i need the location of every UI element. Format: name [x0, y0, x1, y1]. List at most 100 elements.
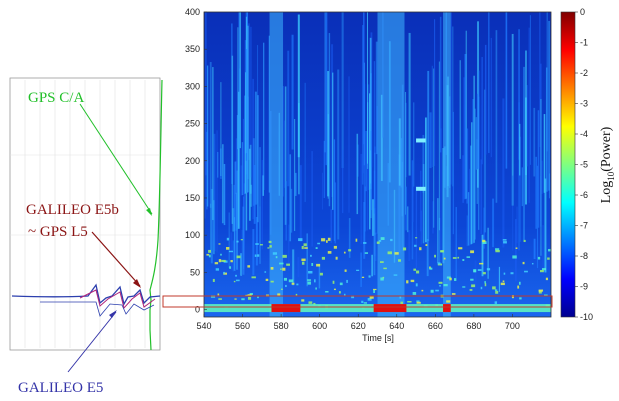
spectrogram-streak [212, 67, 214, 221]
spectrogram-speckle [486, 268, 491, 271]
spectrogram-streak [487, 227, 490, 279]
spectrogram-streak [247, 25, 249, 193]
spectrogram-marks [204, 12, 551, 317]
spectrogram-streak [455, 206, 457, 279]
spectrogram-streak [332, 72, 334, 210]
spectrogram-streak [427, 70, 430, 242]
spectrogram-streak [331, 44, 334, 198]
spectrogram-speckle [452, 257, 457, 259]
spectrogram-speckle [440, 250, 444, 253]
spectrogram-streak [518, 123, 521, 176]
x-tick-label: 560 [235, 321, 250, 331]
spectrogram-streak [471, 122, 473, 244]
spectrogram-speckle [376, 241, 380, 244]
spectrogram-streak [204, 120, 206, 219]
spectrogram-streak [228, 212, 230, 268]
spectrogram-speckle [343, 293, 346, 296]
spectrogram-speckle [249, 292, 253, 296]
spectrogram-streak [253, 164, 256, 224]
spectrogram-streak [407, 206, 409, 233]
spectrogram-streak [514, 219, 517, 282]
spectrogram-speckle [425, 244, 428, 247]
spectrogram-streak [239, 68, 241, 229]
spectrogram-streak [311, 151, 313, 247]
spectrogram-streak [488, 12, 490, 153]
spectrogram-speckle [230, 260, 233, 263]
spectrogram-speckle [321, 256, 326, 260]
spectrogram-speckle [495, 290, 499, 294]
spectrogram-streak [289, 154, 292, 242]
spectrogram-streak [537, 110, 540, 228]
spectrogram-streak [533, 107, 536, 177]
spectrogram-speckle [473, 269, 477, 273]
y-tick-label: 150 [185, 193, 200, 203]
spectrogram-streak [213, 200, 215, 255]
spectrogram-streak [372, 199, 375, 236]
spectrogram-streak [375, 232, 377, 261]
spectrogram-streak [297, 257, 300, 278]
spectrogram-speckle [301, 299, 305, 302]
spectrogram-streak [438, 61, 440, 231]
spectrogram-speckle [492, 286, 496, 290]
galileo-e5b-label: GALILEO E5b [26, 202, 119, 218]
spectrogram-streak [334, 182, 337, 244]
spectrogram-speckle [223, 271, 225, 274]
spectrogram-streak [477, 21, 479, 188]
spectrogram-streak [325, 12, 328, 166]
gps-ca-arrow [79, 103, 153, 215]
gps-ca-label: GPS C/A [28, 90, 84, 106]
spectrogram-streak [495, 30, 498, 203]
spectrogram-streak [235, 160, 237, 193]
spectrogram-speckle [282, 267, 286, 271]
spectrogram-speckle [281, 288, 283, 291]
spectrogram-streak [217, 151, 219, 178]
spectrogram-speckle [234, 298, 237, 300]
spectrogram-speckle [503, 272, 506, 275]
spectrogram-speckle [279, 262, 284, 265]
spectrogram-speckle [399, 296, 402, 299]
spectrogram-streak [248, 23, 250, 160]
tone-line [416, 186, 426, 191]
spectrogram-speckle [327, 251, 332, 254]
spectrogram-speckle [316, 263, 321, 267]
x-tick-label: 680 [466, 321, 481, 331]
spectrogram-speckle [430, 289, 434, 293]
spectrogram-streak [521, 167, 523, 207]
spectrogram-speckle [380, 237, 385, 240]
spectrogram-speckle [544, 294, 548, 296]
colorbar-tick-label: -1 [580, 38, 588, 48]
spectrogram-speckle [344, 269, 347, 272]
spectrogram-speckle [335, 256, 338, 260]
spectrogram-streak [333, 139, 336, 242]
spectrogram-speckle [215, 268, 220, 271]
spectrogram-speckle [270, 267, 274, 270]
spectrogram-speckle [264, 271, 267, 273]
colorbar-tick-label: -2 [580, 68, 588, 78]
spectrogram-speckle [257, 254, 260, 257]
spectrogram-speckle [332, 280, 335, 284]
spectrogram-speckle [413, 268, 417, 271]
spectrogram-speckle [548, 248, 551, 252]
spectrogram-streak [413, 102, 415, 187]
spectrogram-speckle [466, 256, 471, 258]
spectrogram-speckle [547, 257, 550, 260]
y-axis: 0 50 100 150 200 250 300 350 400 [185, 7, 207, 315]
spectrogram-speckle [296, 283, 299, 286]
spectrogram-streak [342, 149, 344, 214]
spectrogram-streak [366, 139, 369, 231]
spectrogram-streak [259, 147, 261, 264]
e5-arrowhead [109, 310, 117, 318]
spectrogram-speckle [226, 237, 230, 241]
spectrogram-speckle [379, 261, 384, 263]
spectrogram-speckle [495, 248, 500, 251]
colorbar-gradient [560, 11, 576, 318]
spectrogram-streak [241, 142, 244, 196]
spectrogram-frame [203, 11, 552, 318]
spectrogram-speckle [449, 277, 452, 281]
spectrogram-streak [297, 14, 300, 158]
spectrogram-speckle [217, 293, 220, 296]
spectrogram-streak [512, 175, 514, 251]
spectrogram-streak [363, 12, 365, 174]
spectrogram-streak [249, 148, 251, 221]
spectrogram-speckle [414, 244, 417, 247]
